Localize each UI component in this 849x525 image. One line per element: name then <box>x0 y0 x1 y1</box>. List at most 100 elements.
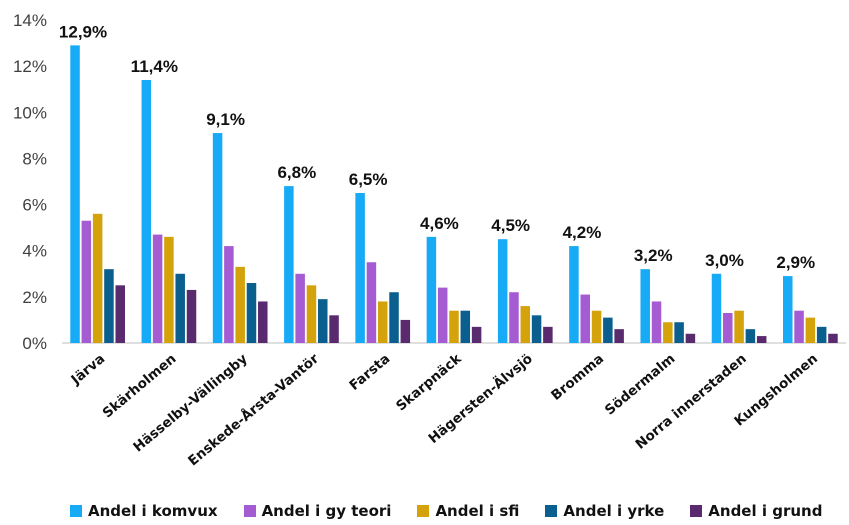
data-labels: 12,9% 11,4% 9,1% 6,8% 6,5% 4,6% 4,5% 4,2% 3,2% 3,… <box>59 22 815 272</box>
data-label: 4,6% <box>420 214 459 233</box>
bar-4-8 <box>603 317 613 343</box>
data-label: 11,4% <box>131 57 178 76</box>
category-label: Järva <box>68 351 109 389</box>
legend-item: Andel i grund <box>690 502 822 520</box>
legend-item: Andel i yrke <box>545 502 664 520</box>
bar-1-3 <box>212 133 223 343</box>
y-tick-label: 6% <box>22 196 47 215</box>
bar-5-8 <box>614 329 624 343</box>
bar-5-1 <box>115 285 125 343</box>
bar-1-10 <box>711 273 722 343</box>
bar-5-9 <box>685 333 696 343</box>
bar-5-5 <box>400 319 411 343</box>
bar-3-5 <box>377 301 388 343</box>
bar-4-5 <box>389 292 399 343</box>
data-label: 6,5% <box>349 170 388 189</box>
bar-3-10 <box>734 310 744 343</box>
bar-4-2 <box>175 273 185 343</box>
legend-label: Andel i sfi <box>435 502 520 520</box>
bar-4-1 <box>104 269 114 343</box>
category-label: Skarpnäck <box>393 350 465 414</box>
bar-2-4 <box>295 273 305 343</box>
data-label: 4,2% <box>563 223 602 242</box>
legend-swatch <box>417 505 430 517</box>
legend-label: Andel i grund <box>708 502 823 520</box>
bar-1-2 <box>141 79 152 343</box>
bar-5-6 <box>471 326 482 343</box>
bar-1-11 <box>783 276 793 343</box>
data-label: 6,8% <box>277 163 316 182</box>
y-tick-label: 0% <box>22 334 47 353</box>
bar-4-10 <box>745 329 756 343</box>
legend-label: Andel i gy teori <box>261 502 392 520</box>
bar-3-1 <box>92 213 103 343</box>
category-labels: JärvaSkärholmenHässelby-VällingbyEnskede… <box>68 350 821 469</box>
bar-5-7 <box>543 326 553 343</box>
category-label: Södermalm <box>602 351 678 419</box>
legend: Andel i komvux Andel i gy teori Andel i sf… <box>70 502 822 520</box>
data-label: 3,2% <box>634 246 673 265</box>
y-tick-label: 14% <box>13 11 47 30</box>
bars <box>70 45 838 343</box>
bar-2-2 <box>152 234 163 343</box>
bar-2-5 <box>366 262 377 343</box>
data-label: 3,0% <box>705 251 744 270</box>
legend-swatch <box>690 505 703 517</box>
legend-swatch <box>70 505 82 517</box>
bar-4-3 <box>246 283 257 343</box>
data-label: 9,1% <box>206 110 245 129</box>
bar-4-9 <box>674 322 684 343</box>
bar-4-7 <box>531 315 542 343</box>
data-label: 4,5% <box>491 216 530 235</box>
y-axis-ticks: 0% 2% 4% 6% 8% 10% 12% 14% <box>13 11 47 353</box>
bar-5-2 <box>186 289 197 343</box>
bar-1-8 <box>569 246 579 343</box>
bar-3-11 <box>805 317 816 343</box>
data-label: 12,9% <box>59 22 107 41</box>
data-label: 2,9% <box>776 253 815 272</box>
bar-1-5 <box>355 193 365 343</box>
bar-1-7 <box>497 239 508 343</box>
bar-1-6 <box>426 236 437 343</box>
bar-2-8 <box>580 294 590 343</box>
y-tick-label: 2% <box>22 288 47 307</box>
bar-3-6 <box>449 310 459 343</box>
category-label: Enskede-Årsta-Vantör <box>185 350 323 469</box>
y-tick-label: 8% <box>22 149 47 168</box>
bar-4-4 <box>318 299 328 343</box>
bar-5-4 <box>329 315 339 343</box>
legend-label: Andel i yrke <box>563 502 665 520</box>
bar-chart: 0% 2% 4% 6% 8% 10% 12% 14% 12,9% 11,4% 9,1% 6,8% 6,… <box>13 11 846 469</box>
y-tick-label: 10% <box>13 103 47 122</box>
bar-3-4 <box>306 285 317 343</box>
bar-3-2 <box>164 236 174 343</box>
category-label: Hässelby-Vällingby <box>130 351 251 456</box>
bar-1-9 <box>640 269 650 343</box>
legend-item: Andel i sfi <box>417 502 519 520</box>
bar-1-4 <box>284 186 294 343</box>
bar-3-8 <box>591 310 602 343</box>
bar-2-10 <box>723 313 733 343</box>
category-label: Farsta <box>346 351 393 394</box>
legend-item: Andel i komvux <box>70 502 218 520</box>
bar-3-9 <box>663 322 673 343</box>
y-tick-label: 12% <box>13 57 47 76</box>
bar-3-3 <box>235 266 245 343</box>
bar-5-3 <box>258 301 268 343</box>
legend-swatch <box>545 505 558 517</box>
bar-2-1 <box>81 220 92 343</box>
bar-4-11 <box>816 326 827 343</box>
bar-2-9 <box>651 301 662 343</box>
bar-2-3 <box>224 246 234 343</box>
bar-3-7 <box>520 306 531 343</box>
y-tick-label: 4% <box>22 242 47 261</box>
bar-4-6 <box>460 310 471 343</box>
bar-1-1 <box>70 45 80 343</box>
bar-2-7 <box>509 292 519 343</box>
legend-swatch <box>243 505 256 517</box>
bar-2-11 <box>794 310 804 343</box>
legend-label: Andel i komvux <box>88 502 218 520</box>
category-label: Bromma <box>548 351 607 404</box>
bar-5-10 <box>756 336 767 343</box>
bar-2-6 <box>437 287 448 343</box>
